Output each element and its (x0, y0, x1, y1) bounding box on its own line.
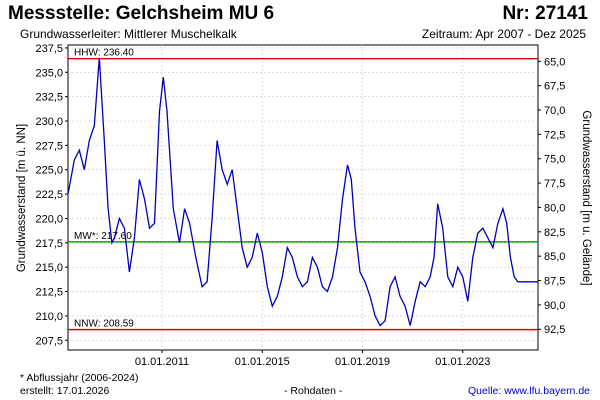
station-title: Messstelle: Gelchsheim MU 6 (8, 3, 275, 24)
right-tick-label: 92,5 (544, 324, 565, 336)
right-tick-label: 87,5 (544, 276, 565, 288)
right-tick-label: 75,0 (544, 154, 565, 166)
left-tick-label: 207,5 (35, 335, 63, 347)
left-tick-label: 225,0 (35, 165, 63, 177)
left-tick-label: 235,0 (35, 67, 63, 79)
footnote: * Abflussjahr (2006-2024) (20, 372, 139, 384)
right-tick-label: 80,0 (544, 202, 565, 214)
x-tick-label: 01.01.2019 (335, 356, 390, 368)
right-tick-label: 77,5 (544, 178, 565, 190)
left-tick-label: 232,5 (35, 92, 63, 104)
right-axis: 65,0 67,5 70,0 72,5 75,0 77,5 80,0 82,5 85,0 87,5… (538, 56, 565, 336)
right-tick-label: 82,5 (544, 227, 565, 239)
right-tick-label: 70,0 (544, 105, 565, 117)
right-tick-label: 72,5 (544, 129, 565, 141)
reference-lines: HHW: 236.40 MW*: 217.60 NNW: 208.59 (68, 48, 538, 331)
left-axis-label: Grundwasserstand [m ü. NN] (16, 124, 28, 272)
source-link[interactable]: Quelle: www.lfu.bayern.de (468, 385, 590, 397)
x-tick-label: 01.01.2011 (135, 356, 189, 368)
created-date: erstellt: 17.01.2026 (20, 385, 110, 397)
right-tick-label: 65,0 (544, 56, 565, 68)
left-axis: 237,5 235,0 232,5 230,0 227,5 225,0 222,5 220,0… (35, 43, 68, 347)
left-tick-label: 217,5 (35, 238, 63, 250)
x-tick-label: 01.01.2015 (235, 356, 290, 368)
left-tick-label: 227,5 (35, 140, 63, 152)
left-tick-label: 222,5 (35, 189, 63, 201)
right-axis-label: Grundwasserstand [m u. Gelände] (580, 110, 592, 285)
right-tick-label: 90,0 (544, 300, 565, 312)
left-tick-label: 212,5 (35, 287, 63, 299)
left-tick-label: 237,5 (35, 43, 63, 55)
left-tick-label: 230,0 (35, 116, 63, 128)
left-tick-label: 215,0 (35, 262, 63, 274)
ref-label-mw: MW*: 217.60 (74, 231, 132, 242)
grid (68, 45, 538, 350)
plot-frame (67, 44, 539, 351)
period-label: Zeitraum: Apr 2007 - Dez 2025 (421, 27, 586, 41)
ref-label-hhw: HHW: 236.40 (74, 48, 134, 59)
left-tick-label: 220,0 (35, 213, 63, 225)
right-tick-label: 85,0 (544, 251, 565, 263)
ref-label-nnw: NNW: 208.59 (74, 319, 134, 330)
x-axis: 01.01.2011 01.01.2015 01.01.2019 01.01.2023 (135, 350, 490, 368)
raw-data-label: - Rohdaten - (284, 385, 343, 397)
right-tick-label: 67,5 (544, 81, 565, 93)
left-tick-label: 210,0 (35, 311, 63, 323)
x-tick-label: 01.01.2023 (435, 356, 490, 368)
aquifer-label: Grundwasserleiter: Mittlerer Muschelkalk (20, 27, 237, 41)
station-number: Nr: 27141 (502, 3, 588, 24)
series-line (67, 57, 538, 327)
